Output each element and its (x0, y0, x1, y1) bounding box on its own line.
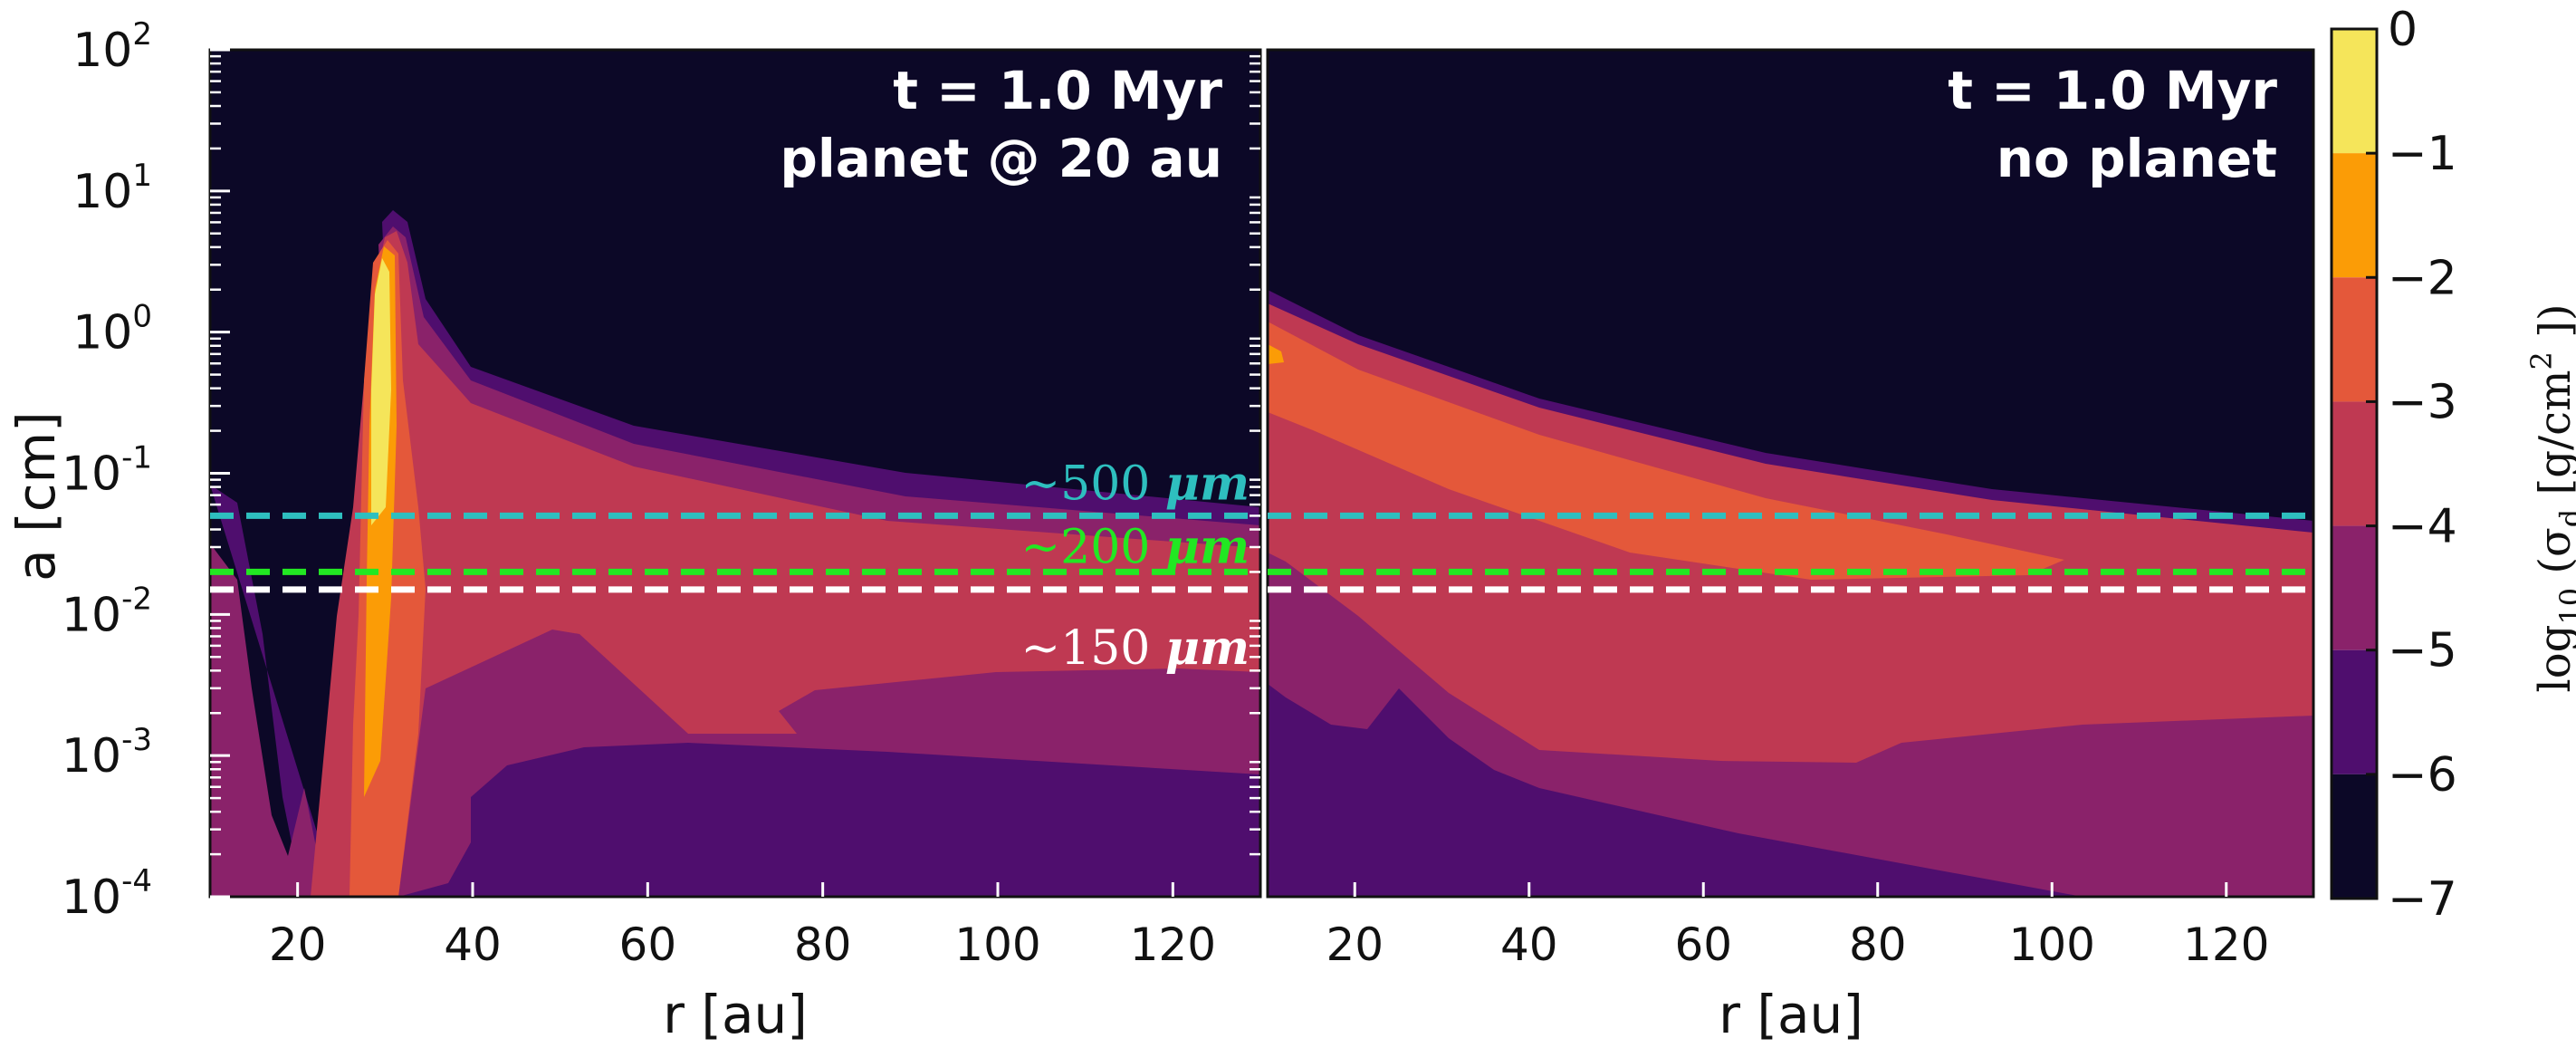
colorbar-band-0 (2332, 29, 2377, 154)
left-x-tick-label-80: 80 (794, 918, 852, 971)
right-annotation-line-2: no planet (1997, 128, 2277, 189)
left-annotation-line-1: t = 1.0 Myr (893, 60, 1222, 121)
colorbar-band-5 (2332, 649, 2377, 774)
left-x-tick-label-100: 100 (954, 918, 1040, 971)
colorbar-bands (2332, 29, 2377, 899)
left-y-tick-label-5: 101 (72, 158, 152, 219)
right-x-tick-label-20: 20 (1326, 918, 1384, 971)
colorbar-tick-label-3: −3 (2388, 375, 2457, 429)
left-x-tick-label-120: 120 (1130, 918, 1216, 971)
left-contour-map (210, 50, 1260, 897)
left-level-minus1 (371, 258, 391, 525)
left-y-tick-label-0: 10-4 (62, 863, 152, 925)
colorbar-label: log10 (σd [g/cm2 ]) (2524, 303, 2576, 692)
left-reference-lines: ~500 μm ~200 μm ~150 μm (210, 456, 1260, 676)
right-x-tick-label-120: 120 (2183, 918, 2269, 971)
colorbar-tick-label-0: 0 (2388, 3, 2418, 57)
left-y-tick-label-6: 102 (72, 16, 152, 78)
left-y-tick-label-3: 10-1 (62, 440, 152, 502)
right-x-tick-label-80: 80 (1849, 918, 1907, 971)
colorbar-tick-label-2: −2 (2388, 251, 2457, 305)
colorbar-tick-label-1: −1 (2388, 127, 2457, 181)
right-level-minus3 (1268, 322, 2064, 580)
colorbar-ticks: 0 −1 −2 −3 −4 −5 −6 −7 (2366, 3, 2457, 927)
right-panel: 20 40 60 80 100 120 t = 1.0 Myr no planet r [… (1266, 48, 2315, 1045)
colorbar-band-2 (2332, 277, 2377, 402)
right-x-tick-label-60: 60 (1674, 918, 1732, 971)
left-y-tick-label-2: 10-2 (62, 581, 152, 642)
right-panel-frame (1266, 48, 2315, 899)
right-x-axis-label: r [au] (1719, 984, 1863, 1045)
colorbar-frame (2330, 27, 2379, 900)
colorbar-tick-label-4: −4 (2388, 500, 2457, 554)
right-x-tick-label-40: 40 (1500, 918, 1558, 971)
right-annotation-line-1: t = 1.0 Myr (1948, 60, 2277, 121)
left-y-minor-ticks (210, 54, 1260, 856)
colorbar-tick-label-5: −5 (2388, 624, 2457, 678)
right-x-tick-label-100: 100 (2009, 918, 2095, 971)
right-contour-map (1268, 50, 2313, 897)
right-level-minus2 (1268, 344, 1284, 364)
colorbar: 0 −1 −2 −3 −4 −5 −6 −7 log10 (σd [g/cm2 ]) (2330, 3, 2576, 927)
left-x-ticks: 20 40 60 80 100 120 (269, 882, 1216, 971)
left-y-tick-label-4: 100 (72, 299, 152, 361)
left-x-axis-label: r [au] (663, 984, 808, 1045)
left-x-tick-label-20: 20 (269, 918, 327, 971)
left-y-axis-label: a [cm] (5, 411, 67, 582)
left-y-ticks: 10-4 10-3 10-2 10-1 100 101 102 (62, 16, 230, 925)
colorbar-band-6 (2332, 774, 2377, 899)
left-level-minus4 (311, 231, 1260, 897)
left-x-tick-label-40: 40 (444, 918, 502, 971)
left-y-tick-label-1: 10-3 (62, 722, 152, 784)
right-reference-lines (1268, 512, 2313, 593)
left-reference-label-1: ~200 μm (1021, 519, 1250, 574)
colorbar-tick-label-6: −6 (2388, 748, 2457, 803)
colorbar-band-3 (2332, 401, 2377, 526)
colorbar-band-4 (2332, 525, 2377, 650)
colorbar-tick-label-7: −7 (2388, 872, 2457, 927)
left-panel: 10-4 10-3 10-2 10-1 100 101 102 20 40 60 80 100 120… (5, 16, 1262, 1045)
left-x-tick-label-60: 60 (619, 918, 677, 971)
left-annotation-line-2: planet @ 20 au (780, 128, 1222, 189)
right-x-ticks: 20 40 60 80 100 120 (1326, 882, 2269, 971)
left-reference-label-2: ~150 μm (1021, 620, 1250, 676)
left-reference-label-0: ~500 μm (1021, 456, 1250, 511)
colorbar-band-1 (2332, 153, 2377, 278)
